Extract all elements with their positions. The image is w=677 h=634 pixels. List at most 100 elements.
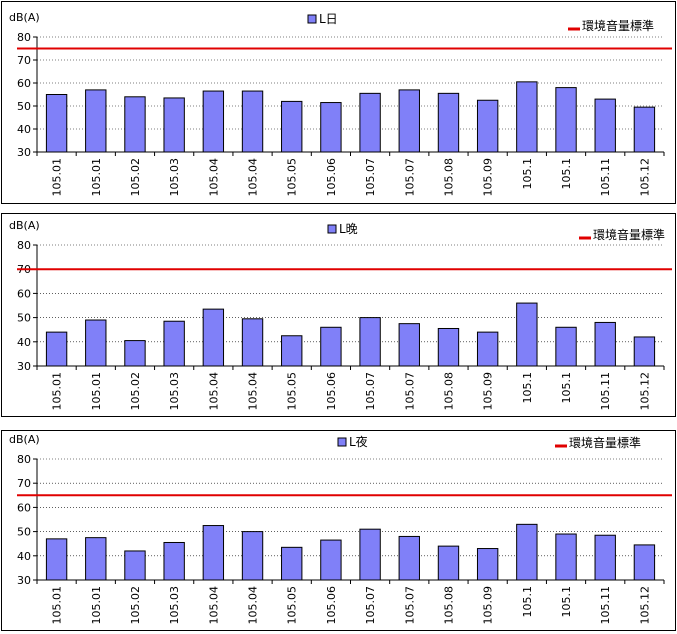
bar	[124, 550, 146, 581]
chart-night: 30 40 50 60 70 80 dB(A) 105.01 105.01 105.02 105.0…	[9, 433, 672, 625]
x-tick-label: 105.06	[325, 158, 338, 197]
x-tick-label: 105.04	[207, 372, 220, 411]
y-tick-label: 70	[17, 477, 31, 490]
bar	[320, 326, 342, 367]
bar	[202, 525, 225, 581]
bar	[85, 89, 107, 153]
bar	[398, 323, 420, 367]
x-tick-label: 105.04	[207, 158, 220, 197]
x-tick-label: 105.08	[442, 158, 455, 197]
x-tick-label: 105.1	[521, 158, 534, 190]
x-tick-label: 105.07	[403, 586, 416, 625]
legend-label-reference: 環境音量標準	[569, 435, 641, 450]
legend-label: L日	[319, 12, 338, 26]
x-tick-label: 105.12	[638, 158, 651, 197]
bar	[281, 100, 303, 153]
y-axis-label: dB(A)	[9, 219, 40, 232]
y-tick-label: 30	[17, 360, 31, 373]
x-tick-label: 105.01	[90, 372, 103, 411]
bar	[516, 523, 538, 581]
x-tick-label: 105.09	[482, 586, 495, 625]
bar	[476, 331, 499, 367]
bar	[163, 97, 185, 153]
x-tick-label: 105.03	[168, 158, 181, 197]
x-tick-label: 105.03	[168, 586, 181, 625]
y-tick-label: 80	[17, 239, 31, 252]
legend-swatch	[327, 224, 337, 234]
x-tick-label: 105.11	[599, 158, 612, 197]
x-tick-label: 105.1	[560, 372, 573, 404]
legend-label: L晚	[339, 222, 358, 236]
x-tick-label: 105.05	[286, 586, 299, 625]
y-tick-label: 60	[17, 77, 31, 90]
y-tick-label: 80	[17, 31, 31, 44]
x-tick-label: 105.04	[207, 586, 220, 625]
chart-panel-day: 30 40 50 60 70 80 dB(A) 105.01 105.01 105.02 105.0…	[1, 1, 676, 204]
x-tick-label: 105.11	[599, 372, 612, 411]
x-tick-label: 105.09	[482, 158, 495, 197]
bar	[437, 545, 460, 581]
x-tick-label: 105.11	[599, 586, 612, 625]
bar	[45, 331, 68, 367]
legend-swatch	[337, 437, 347, 447]
y-tick-label: 40	[17, 336, 31, 349]
bar	[241, 90, 264, 153]
bar	[281, 335, 303, 367]
x-tick-label: 105.01	[51, 586, 64, 625]
bar	[202, 308, 225, 367]
x-tick-label: 105.06	[325, 372, 338, 411]
y-axis-label: dB(A)	[9, 433, 40, 446]
y-tick-label: 80	[17, 453, 31, 466]
bar	[516, 81, 538, 153]
bar	[437, 92, 460, 153]
y-tick-label: 30	[17, 146, 31, 159]
bar	[45, 538, 68, 581]
y-tick-label: 40	[17, 550, 31, 563]
x-tick-label: 105.01	[90, 158, 103, 197]
x-tick-label: 105.07	[364, 372, 377, 411]
x-tick-label: 105.03	[168, 372, 181, 411]
x-tick-label: 105.04	[247, 586, 260, 625]
y-tick-label: 70	[17, 54, 31, 67]
bar	[241, 531, 264, 581]
y-tick-label: 50	[17, 100, 31, 113]
y-tick-label: 30	[17, 574, 31, 587]
bar	[476, 99, 499, 153]
bar	[163, 320, 185, 367]
x-tick-label: 105.07	[364, 586, 377, 625]
bar	[359, 528, 381, 581]
bar	[516, 302, 538, 367]
bar	[594, 534, 616, 581]
chart-day: 30 40 50 60 70 80 dB(A) 105.01 105.01 105.02 105.0…	[9, 11, 672, 197]
bar	[633, 336, 656, 367]
bar	[85, 319, 107, 367]
bar	[555, 87, 577, 153]
x-tick-label: 105.07	[364, 158, 377, 197]
x-tick-label: 105.06	[325, 586, 338, 625]
bar	[594, 321, 616, 367]
x-tick-label: 105.02	[129, 158, 142, 197]
x-tick-label: 105.1	[521, 372, 534, 404]
y-axis-label: dB(A)	[9, 11, 40, 24]
x-tick-label: 105.08	[442, 586, 455, 625]
x-tick-label: 105.02	[129, 372, 142, 411]
legend-label-reference: 環境音量標準	[593, 227, 665, 242]
y-tick-label: 50	[17, 312, 31, 325]
bar	[124, 340, 146, 367]
chart-panel-evening: 30 40 50 60 70 80 dB(A) 105.01 105.01 105.02 105.0…	[1, 213, 676, 417]
bar	[398, 89, 420, 153]
x-tick-label: 105.01	[51, 158, 64, 197]
y-tick-label: 60	[17, 501, 31, 514]
x-tick-label: 105.07	[403, 372, 416, 411]
bar	[320, 102, 342, 153]
bar	[437, 327, 460, 367]
bar	[594, 98, 616, 153]
bar	[241, 318, 264, 367]
bar	[359, 317, 381, 367]
y-tick-label: 60	[17, 287, 31, 300]
x-tick-label: 105.05	[286, 372, 299, 411]
bar	[124, 96, 146, 153]
bar	[555, 326, 577, 367]
legend-label-reference: 環境音量標準	[582, 18, 654, 33]
